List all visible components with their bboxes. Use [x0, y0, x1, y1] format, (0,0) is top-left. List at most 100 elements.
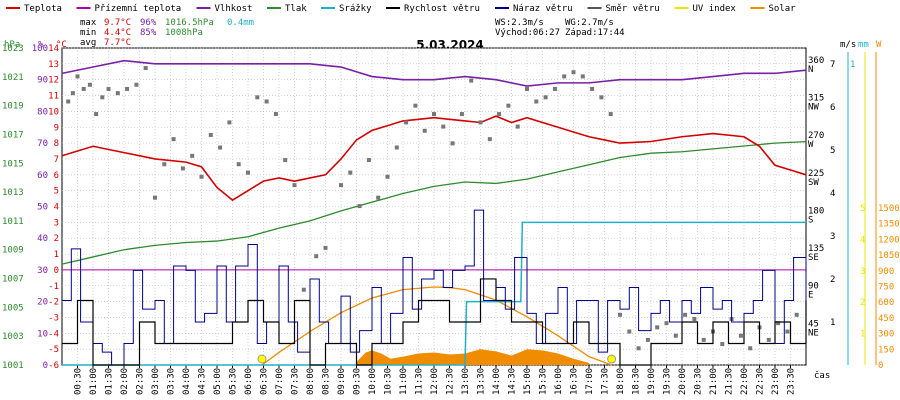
wind-dir-point — [180, 166, 185, 171]
pct-tick-2: 80 — [37, 107, 48, 117]
wind-dir-point — [255, 95, 260, 100]
ms-tick-1: 6 — [830, 103, 835, 113]
x-tick-label-8: 04:30 — [198, 368, 208, 395]
uv-tick-0: 5 — [860, 204, 865, 214]
x-tick-label-30: 15:30 — [539, 368, 549, 395]
x-tick-label-32: 16:30 — [570, 368, 580, 395]
wind-dir-point — [94, 112, 99, 117]
wind-dir-point — [590, 86, 595, 91]
wind-dir-point — [348, 170, 353, 175]
x-tick-label-1: 01:00 — [89, 368, 99, 395]
wind-dir-point — [190, 153, 195, 158]
x-tick-label-5: 03:00 — [151, 368, 161, 395]
degc-tick-8: 6 — [54, 171, 59, 181]
w-tick-5: 750 — [878, 283, 894, 293]
degc-tick-3: 11 — [48, 92, 59, 102]
x-tick-label-0: 00:30 — [74, 368, 84, 395]
stats-value-1-1: 4.4°C — [104, 28, 131, 38]
wind-dir-point — [794, 312, 799, 317]
wind-dir-point — [618, 312, 622, 317]
wind-dir-point — [236, 162, 241, 167]
degc-tick-12: 2 — [54, 234, 59, 244]
unit-mm: mm — [858, 40, 869, 50]
legend-label-2: Vlhkost — [215, 4, 253, 14]
dir-name-1: NW — [808, 102, 819, 112]
w-tick-0: 1500 — [878, 204, 900, 214]
unit-hpa: hPa — [4, 40, 20, 50]
wind-dir-point — [227, 120, 232, 125]
unit-ms: m/s — [840, 40, 856, 50]
x-tick-label-20: 10:30 — [384, 368, 394, 395]
wind-dir-point — [571, 70, 576, 75]
x-tick-label-43: 22:00 — [740, 368, 750, 395]
degc-tick-0: 14 — [48, 44, 59, 54]
wind-dir-point — [683, 312, 688, 317]
wind-dir-point — [720, 342, 725, 347]
uv-marker-1 — [607, 354, 617, 364]
x-tick-label-34: 17:30 — [601, 368, 611, 395]
wind-dir-point — [339, 183, 343, 188]
degc-tick-4: 10 — [48, 107, 59, 117]
unit-degc: °C — [56, 40, 67, 50]
hpa-tick-2: 1019 — [2, 102, 24, 112]
x-tick-label-36: 18:30 — [632, 368, 642, 395]
wind-dir-point — [599, 95, 604, 100]
wind-dir-point — [385, 174, 390, 179]
wind-dir-point — [199, 174, 204, 179]
uv-tick-3: 2 — [860, 298, 865, 308]
temperature-line — [61, 115, 807, 202]
hpa-tick-0: 1023 — [2, 44, 24, 54]
solar-actual-area — [356, 349, 589, 365]
stats-value-0-3: 1016.5hPa — [165, 18, 214, 28]
wind-dir-point — [246, 170, 250, 175]
wind-dir-point — [283, 158, 288, 163]
wind-dir-point — [469, 78, 474, 83]
legend-label-3: Tlak — [285, 4, 307, 14]
degc-tick-7: 7 — [54, 155, 59, 165]
ms-tick-4: 3 — [830, 232, 835, 242]
pct-tick-6: 40 — [37, 234, 48, 244]
wind-dir-point — [323, 245, 328, 250]
degc-tick-15: -1 — [48, 282, 59, 292]
wind-dir-point — [314, 254, 319, 259]
dir-tick-2: 270 — [808, 131, 824, 141]
uv-tick-4: 1 — [860, 330, 865, 340]
ms-tick-6: 1 — [830, 318, 835, 328]
ms-tick-3: 4 — [830, 189, 835, 199]
wind-dir-point — [776, 321, 781, 326]
pct-tick-9: 10 — [37, 329, 48, 339]
wind-dir-point — [162, 162, 167, 167]
degc-tick-18: -4 — [48, 329, 59, 339]
wind-dir-point — [655, 325, 660, 330]
wind-dir-point — [543, 95, 548, 100]
x-tick-label-18: 09:30 — [353, 368, 363, 395]
x-tick-label-12: 06:30 — [260, 368, 270, 395]
wind-dir-point — [422, 128, 427, 133]
x-tick-label-3: 02:00 — [120, 368, 130, 395]
legend-label-6: Náraz větru — [513, 4, 573, 14]
x-tick-label-2: 01:30 — [105, 368, 115, 395]
x-tick-label-38: 19:30 — [663, 368, 673, 395]
x-tick-label-19: 10:00 — [368, 368, 378, 395]
stats-value-2-1: 7.7°C — [104, 38, 131, 48]
x-tick-label-26: 13:30 — [477, 368, 487, 395]
degc-tick-6: 8 — [54, 139, 59, 149]
dir-tick-4: 180 — [808, 206, 824, 216]
pct-tick-5: 50 — [37, 203, 48, 213]
x-axis-label: čas — [814, 370, 830, 381]
stats-value-0-4: 0.4mm — [227, 18, 254, 28]
rain-line — [62, 221, 806, 366]
wind-dir-point — [134, 82, 139, 87]
stats-value-0-0: max — [80, 18, 97, 28]
wind-dir-point — [394, 145, 399, 150]
humidity-line — [61, 59, 807, 87]
degc-tick-20: -6 — [48, 361, 59, 371]
x-tick-label-24: 12:30 — [446, 368, 456, 395]
pct-tick-7: 30 — [37, 266, 48, 276]
x-tick-label-9: 05:00 — [213, 368, 223, 395]
wind-dir-point — [450, 141, 455, 146]
wind-dir-point — [106, 86, 111, 91]
x-tick-label-44: 22:30 — [756, 368, 766, 395]
wind-dir-point — [608, 112, 613, 117]
legend-label-7: Směr větru — [606, 4, 660, 14]
